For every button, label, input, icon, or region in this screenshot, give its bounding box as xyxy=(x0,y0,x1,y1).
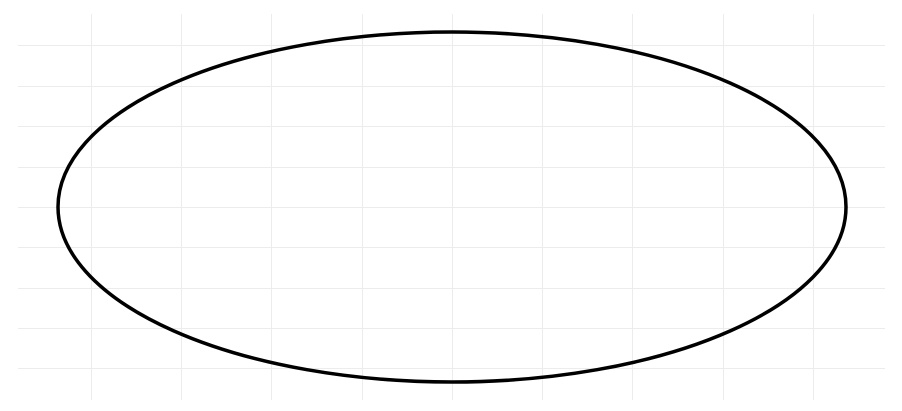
ellipse-shape[interactable] xyxy=(56,30,848,384)
